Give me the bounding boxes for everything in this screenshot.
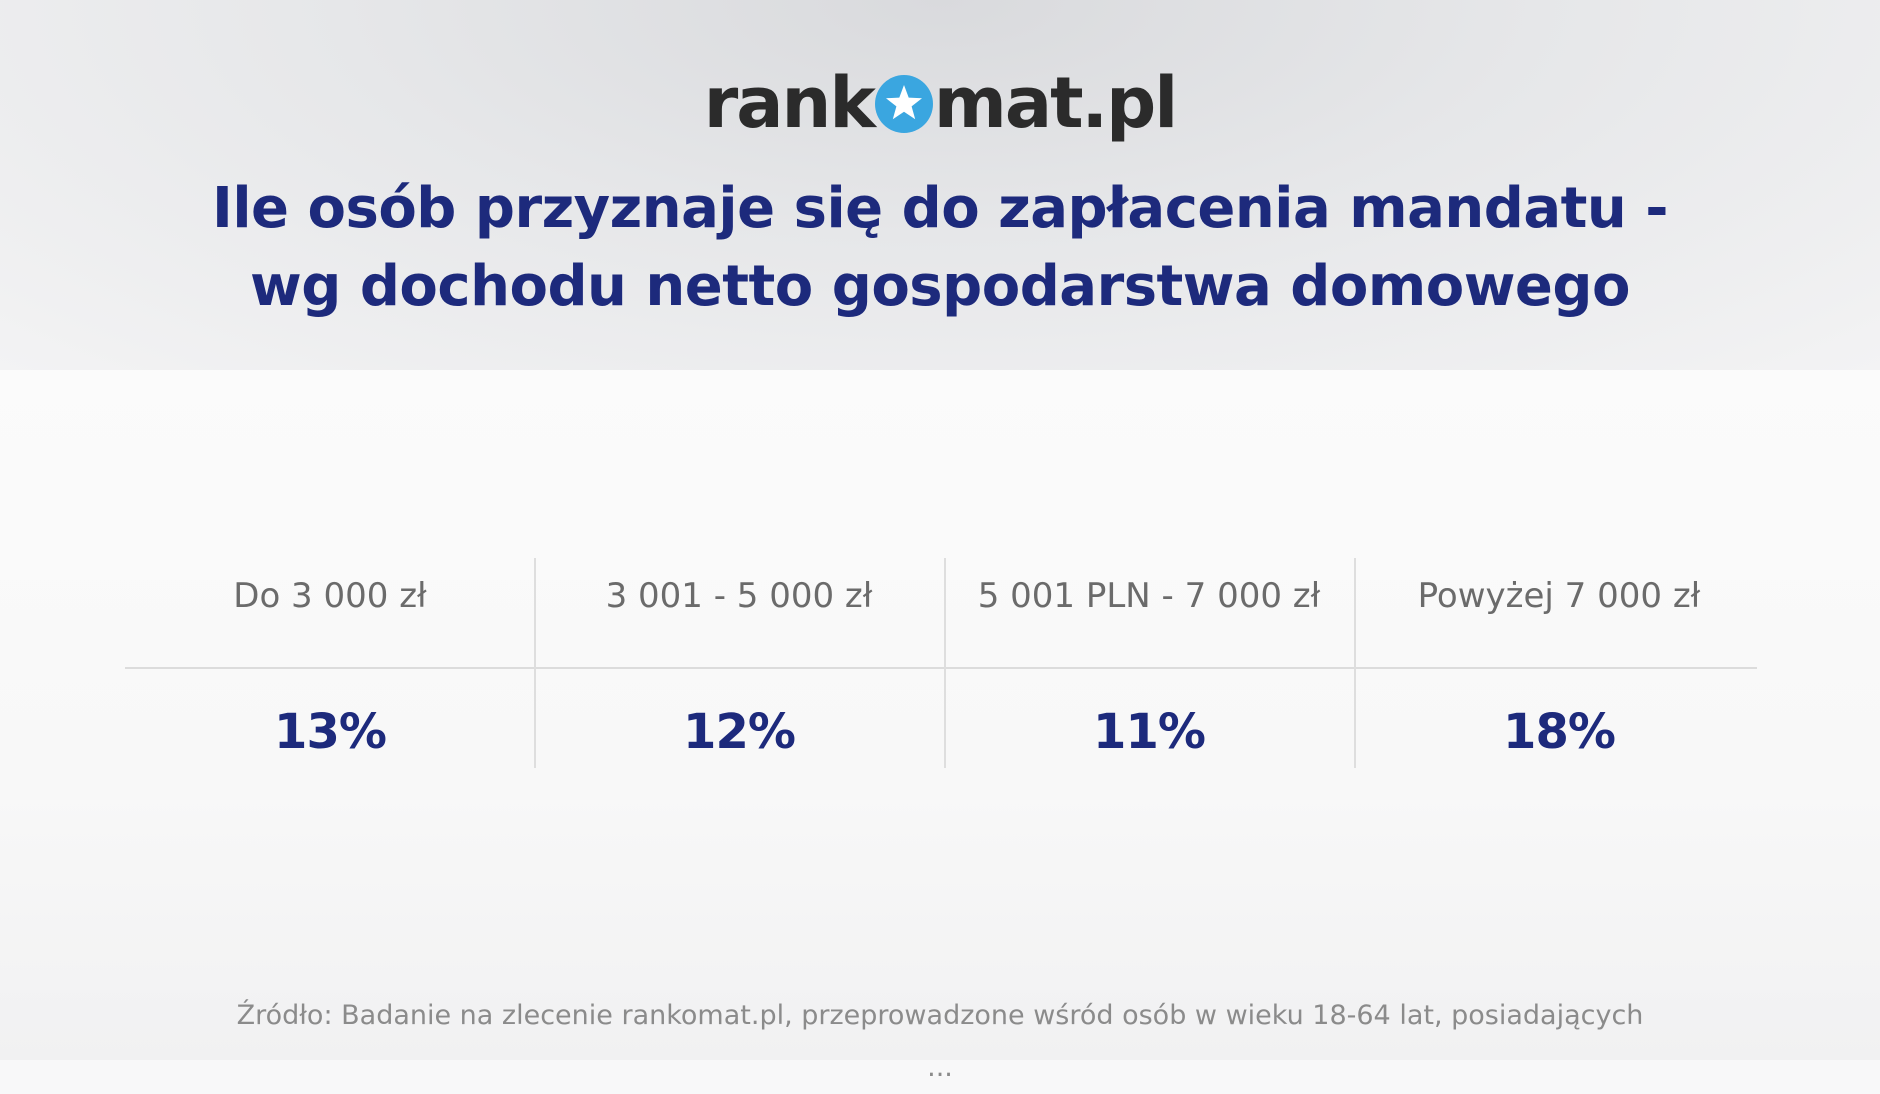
column-header: Do 3 000 zł <box>233 576 427 616</box>
rankomat-logo: rank mat.pl <box>0 58 1880 148</box>
value-cell: 18% <box>1503 704 1616 760</box>
source-line-2: ... <box>927 1052 953 1083</box>
chart-title-line-2: wg dochodu netto gospodarstwa domowego <box>250 254 1630 319</box>
chart-title: Ile osób przyznaje się do zapłacenia man… <box>90 170 1790 326</box>
header-background <box>0 0 1880 370</box>
table-divider-horizontal <box>125 667 1757 669</box>
logo-text-before: rank <box>703 62 876 144</box>
column-header: Powyżej 7 000 zł <box>1417 576 1701 616</box>
value-cell: 13% <box>274 704 387 760</box>
chart-title-line-1: Ile osób przyznaje się do zapłacenia man… <box>212 176 1668 241</box>
logo-text-after: mat.pl <box>933 62 1178 144</box>
column-header: 3 001 - 5 000 zł <box>605 576 873 616</box>
value-cell: 12% <box>683 704 796 760</box>
source-line-1: Źródło: Badanie na zlecenie rankomat.pl,… <box>236 1000 1644 1031</box>
income-table: Do 3 000 zł 3 001 - 5 000 zł 5 001 PLN -… <box>125 558 1757 768</box>
value-cell: 11% <box>1093 704 1206 760</box>
table-divider-vertical <box>534 558 536 768</box>
table-divider-vertical <box>1354 558 1356 768</box>
source-note: Źródło: Badanie na zlecenie rankomat.pl,… <box>0 990 1880 1094</box>
star-icon <box>874 75 933 133</box>
column-header: 5 001 PLN - 7 000 zł <box>977 576 1321 616</box>
table-divider-vertical <box>944 558 946 768</box>
content-background <box>0 370 1880 1060</box>
